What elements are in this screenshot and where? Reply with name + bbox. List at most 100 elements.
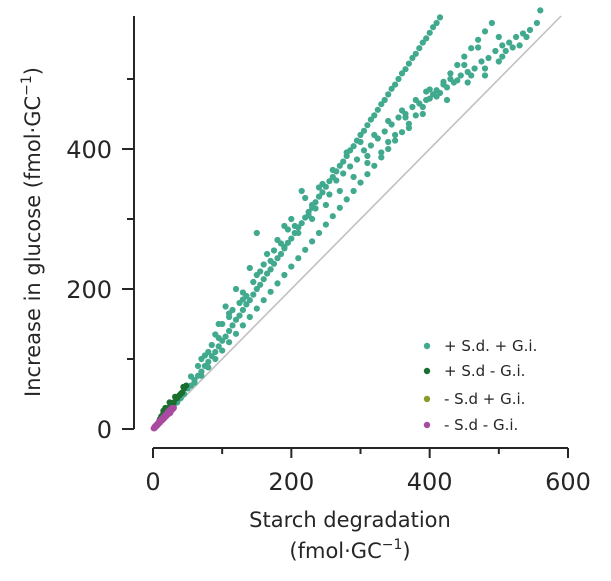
data-point	[447, 70, 454, 77]
data-point	[315, 184, 323, 191]
data-point	[461, 53, 468, 60]
data-point	[232, 285, 240, 293]
data-point	[371, 162, 378, 169]
series-group	[163, 7, 544, 417]
data-point	[395, 75, 402, 83]
data-point	[180, 383, 187, 391]
data-point	[478, 58, 485, 65]
data-point	[329, 166, 336, 174]
data-point	[194, 362, 202, 370]
data-point	[481, 28, 489, 35]
data-point	[461, 61, 468, 69]
data-point	[499, 53, 506, 60]
data-point	[378, 149, 385, 156]
data-point	[454, 61, 461, 69]
data-point	[385, 145, 392, 153]
data-point	[212, 355, 219, 363]
data-point	[436, 14, 444, 21]
data-point	[509, 44, 516, 51]
data-point	[364, 152, 371, 160]
data-point	[226, 339, 233, 346]
data-point	[423, 96, 430, 104]
data-point	[481, 65, 489, 72]
data-point	[250, 278, 257, 286]
data-point	[253, 285, 260, 293]
data-point	[388, 121, 395, 128]
data-point	[350, 143, 357, 150]
data-point	[343, 196, 350, 203]
data-point	[191, 379, 198, 386]
data-point	[226, 313, 233, 321]
data-point	[481, 72, 489, 79]
data-point	[243, 301, 250, 308]
data-point	[433, 19, 440, 27]
data-point	[302, 194, 309, 202]
x-axis-label-unit: (fmol·GC	[289, 539, 381, 563]
data-point	[388, 85, 395, 92]
data-point	[378, 154, 385, 161]
data-point	[360, 127, 368, 134]
data-point	[519, 30, 527, 37]
data-point	[298, 187, 305, 195]
data-point	[371, 112, 378, 119]
data-point	[267, 257, 274, 265]
data-point	[264, 270, 271, 277]
x-tick-label: 600	[545, 468, 591, 496]
data-point	[166, 399, 173, 406]
data-point	[492, 47, 499, 55]
data-point	[364, 171, 371, 178]
data-point	[412, 112, 419, 119]
data-point	[416, 45, 423, 52]
data-point	[485, 54, 492, 62]
y-axis-label-sup: −1	[19, 75, 35, 96]
data-point	[260, 276, 267, 283]
data-point	[274, 280, 281, 287]
data-point	[367, 142, 374, 149]
data-point	[329, 213, 336, 220]
data-point	[319, 189, 326, 196]
data-point	[326, 178, 333, 185]
data-point	[419, 110, 426, 118]
data-point	[374, 106, 381, 113]
y-axis-label: Increase in glucose (fmol·GC−1)	[19, 67, 45, 397]
data-point	[168, 404, 175, 412]
data-point	[295, 255, 302, 262]
data-point	[333, 177, 340, 184]
data-point	[398, 70, 406, 77]
data-point	[260, 297, 267, 304]
legend-label: - S.d - G.i.	[444, 416, 518, 434]
data-point	[357, 179, 364, 186]
data-point	[385, 138, 392, 146]
data-point	[232, 330, 240, 337]
y-axis-ticks: 0 200 400	[66, 78, 134, 444]
data-point	[336, 187, 343, 195]
data-point	[495, 33, 502, 41]
data-point	[309, 238, 316, 245]
data-point	[298, 220, 305, 227]
data-point	[443, 84, 451, 91]
data-point	[246, 264, 253, 272]
data-point	[392, 137, 399, 144]
data-point	[468, 45, 475, 52]
data-point	[340, 158, 347, 165]
legend: + S.d. + G.i. + S.d - G.i. - S.d + G.i. …	[423, 337, 537, 434]
data-point	[464, 68, 471, 76]
data-point	[172, 393, 179, 400]
y-tick-label: 0	[97, 416, 112, 444]
data-point	[270, 247, 278, 254]
x-tick-label: 200	[268, 468, 314, 496]
data-point	[239, 296, 246, 303]
data-point	[281, 271, 288, 279]
data-point	[495, 58, 502, 65]
data-point	[215, 343, 222, 350]
data-point	[381, 128, 388, 135]
legend-entry: - S.d + G.i.	[423, 390, 525, 408]
data-point	[392, 81, 399, 88]
data-point	[419, 39, 426, 46]
data-point	[208, 341, 215, 349]
data-point	[250, 291, 257, 298]
data-point	[340, 170, 347, 177]
data-point	[471, 65, 478, 72]
data-point	[506, 39, 513, 46]
